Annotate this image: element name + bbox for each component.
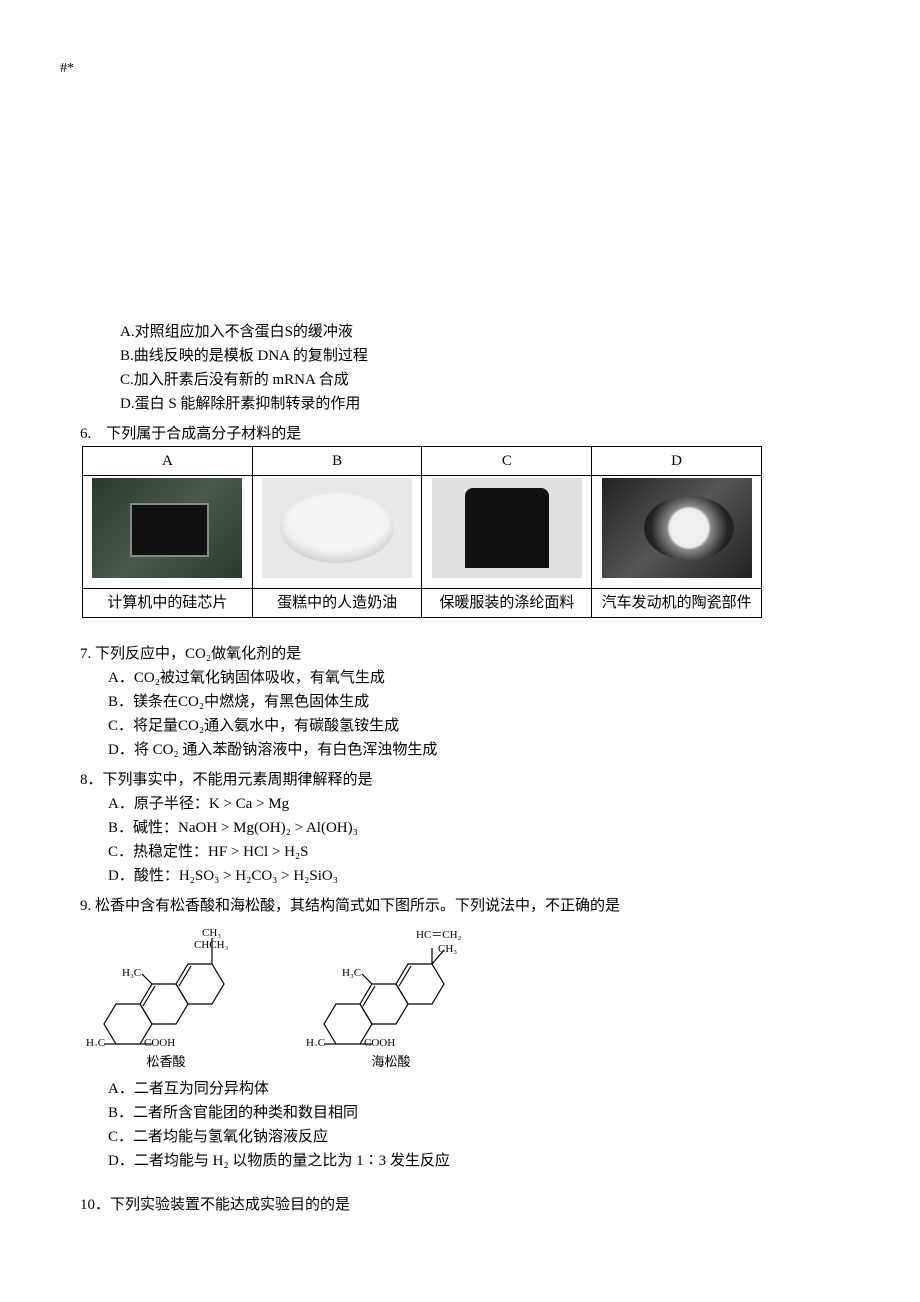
struct-left: CH₃ CHCH₃ H₃C H₃C COOH 松香酸 [86, 926, 246, 1073]
struct-right-ringsub: H₃C [342, 967, 361, 979]
struct-left-svg: CH₃ CHCH₃ H₃C H₃C COOH [86, 926, 246, 1046]
struct-left-top2: CHCH₃ [194, 939, 229, 951]
page-corner-mark: #* [60, 58, 74, 80]
q6-caption-B: 蛋糕中的人造奶油 [252, 589, 422, 618]
struct-right: HC＝CH₂ CH₃ H₃C H₃C COOH 海松酸 [306, 926, 476, 1073]
struct-right-label: 海松酸 [306, 1052, 476, 1073]
q5-option-D: D.蛋白 S 能解除肝素抑制转录的作用 [120, 392, 800, 416]
q9-stem: 9. 松香中含有松香酸和海松酸，其结构简式如下图所示。下列说法中，不正确的是 [80, 894, 800, 918]
struct-right-br: COOH [364, 1037, 395, 1046]
q6-caption-C: 保暖服装的涤纶面料 [422, 589, 592, 618]
struct-left-ringsub: H₃C [122, 967, 141, 979]
q6-image-D-cell [592, 476, 762, 589]
struct-right-bl: H₃C [306, 1037, 325, 1046]
q6-image-B-cell [252, 476, 422, 589]
page-content: A.对照组应加入不含蛋白S的缓冲液 B.曲线反映的是模板 DNA 的复制过程 C… [60, 320, 840, 1217]
q5-option-B: B.曲线反映的是模板 DNA 的复制过程 [120, 344, 800, 368]
q6-option-table: A B C D 计算机中的硅芯片 蛋糕中的人造奶油 保暖服装的涤纶面料 汽车发动… [82, 446, 762, 618]
q5-option-C: C.加入肝素后没有新的 mRNA 合成 [120, 368, 800, 392]
q7-option-A: A．CO₂被过氧化钠固体吸收，有氧气生成 [108, 666, 840, 690]
struct-left-label: 松香酸 [86, 1052, 246, 1073]
q6-caption-A: 计算机中的硅芯片 [83, 589, 253, 618]
q6-header-A: A [83, 447, 253, 476]
q8-option-C: C．热稳定性：HF > HCl > H₂S [108, 840, 840, 864]
q9-option-B: B．二者所含官能团的种类和数目相同 [108, 1101, 840, 1125]
q10-stem: 10．下列实验装置不能达成实验目的的是 [80, 1193, 800, 1217]
struct-left-bl: H₃C [86, 1037, 105, 1046]
q8-option-B: B．碱性：NaOH > Mg(OH)₂ > Al(OH)₃ [108, 816, 840, 840]
q7-option-C: C．将足量CO₂通入氨水中，有碳酸氢铵生成 [108, 714, 840, 738]
exam-page: #* A.对照组应加入不含蛋白S的缓冲液 B.曲线反映的是模板 DNA 的复制过… [0, 0, 920, 1302]
struct-left-br: COOH [144, 1037, 175, 1046]
q8-stem: 8．下列事实中，不能用元素周期律解释的是 [80, 768, 800, 792]
q7-stem: 7. 下列反应中，CO₂做氧化剂的是 [80, 642, 800, 666]
q6-header-D: D [592, 447, 762, 476]
q9-option-D: D．二者均能与 H₂ 以物质的量之比为 1∶3 发生反应 [108, 1149, 840, 1173]
q6-image-C-cell [422, 476, 592, 589]
jacket-image [432, 478, 582, 578]
q5-option-A: A.对照组应加入不含蛋白S的缓冲液 [120, 320, 800, 344]
q6-header-B: B [252, 447, 422, 476]
q6-header-C: C [422, 447, 592, 476]
q9-option-A: A．二者互为同分异构体 [108, 1077, 840, 1101]
q8-option-A: A．原子半径：K > Ca > Mg [108, 792, 840, 816]
chip-image [92, 478, 242, 578]
q9-option-C: C．二者均能与氢氧化钠溶液反应 [108, 1125, 840, 1149]
engine-image [602, 478, 752, 578]
q6-stem: 6. 下列属于合成高分子材料的是 [80, 422, 840, 446]
q6-caption-D: 汽车发动机的陶瓷部件 [592, 589, 762, 618]
q9-structures: CH₃ CHCH₃ H₃C H₃C COOH 松香酸 [86, 926, 840, 1073]
q6-image-A-cell [83, 476, 253, 589]
struct-right-top2: CH₃ [438, 943, 457, 955]
q8-option-D: D．酸性：H₂SO₃ > H₂CO₃ > H₂SiO₃ [108, 864, 840, 888]
q7-option-B: B．镁条在CO₂中燃烧，有黑色固体生成 [108, 690, 840, 714]
q7-option-D: D．将 CO₂ 通入苯酚钠溶液中，有白色浑浊物生成 [108, 738, 840, 762]
cake-image [262, 478, 412, 578]
struct-right-top1: HC＝CH₂ [416, 929, 462, 941]
struct-left-top1: CH₃ [202, 927, 221, 939]
struct-right-svg: HC＝CH₂ CH₃ H₃C H₃C COOH [306, 926, 476, 1046]
